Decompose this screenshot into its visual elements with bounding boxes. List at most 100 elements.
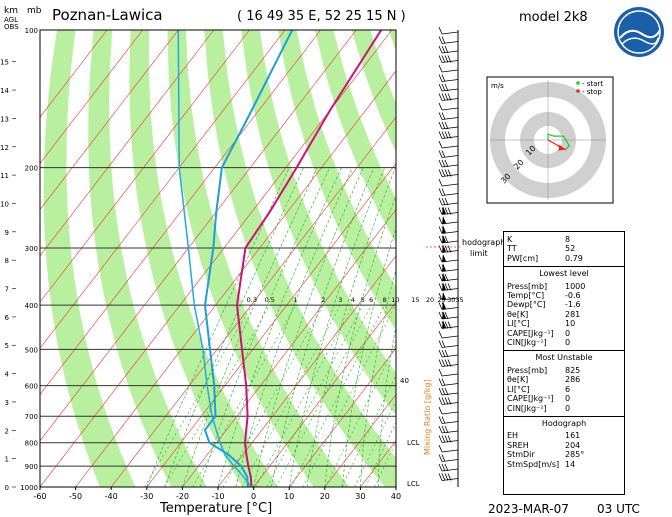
wind-barb-feather [447, 55, 452, 63]
mixing-ratio-lines [144, 304, 396, 487]
wind-barb-staff [441, 221, 459, 225]
most-unstable-title: Most Unstable [535, 353, 593, 363]
wind-barb [438, 273, 459, 282]
most-unstable-row: CAPE[Jkg⁻¹] 0 [507, 394, 621, 403]
lowest-level-label: Temp[°C] [507, 291, 545, 301]
mixing-ratio-line [365, 421, 396, 487]
km-tick-label: 14 [0, 87, 9, 95]
wind-barb-feather [444, 45, 449, 54]
most-unstable-section: Most Unstable Press[mb] 825 θe[K] 286 LI[°C]… [504, 351, 624, 417]
index-row: PW[cm] 0.79 [507, 254, 621, 263]
pressure-tick-label: 600 [25, 383, 38, 391]
lowest-level-label: Press[mb] [507, 281, 548, 291]
km-tick-label: 6 [5, 314, 10, 322]
wind-barb-feather [438, 330, 443, 339]
lowest-level-label: LI[°C] [507, 319, 530, 329]
sounding-curves [177, 30, 383, 487]
mixing-ratio-tick-label: 35 [455, 296, 463, 304]
isotherm-line [40, 30, 286, 349]
wind-barb-pennant [442, 282, 446, 291]
isotherm-line [288, 347, 396, 487]
wind-barb-feather [441, 425, 446, 434]
wind-barb-staff [441, 373, 459, 377]
mixing-ratio-tick-label: 4 [351, 296, 355, 304]
wind-barb-pennant [442, 206, 446, 215]
moist-adiabat [288, 167, 385, 487]
wind-barb-feather [438, 74, 443, 82]
wind-barb-pennant [442, 254, 446, 262]
wind-barb-feather [438, 444, 443, 453]
mixing-ratio-tick-label: 30 [447, 296, 455, 304]
wind-barb [438, 64, 459, 73]
wind-barb-feather [438, 283, 443, 291]
wind-barb [438, 112, 459, 120]
most-unstable-value: 825 [565, 365, 581, 375]
wind-barb [438, 188, 459, 196]
hodograph-legend-start: - start [582, 80, 603, 88]
dry-adiabat-band [43, 30, 136, 487]
wind-barb [438, 282, 459, 291]
mixing-ratio-tick-label: 0.5 [265, 296, 275, 304]
x-tick-label: 40 [391, 492, 401, 501]
wind-barb [438, 330, 459, 339]
mixing-ratio-tick-label: 6 [369, 296, 373, 304]
wind-barb-feather [441, 55, 446, 63]
wind-barb [438, 93, 459, 101]
wind-barb-feather [444, 169, 449, 177]
wind-barb-pennant [442, 311, 446, 319]
wind-barb-feather [447, 435, 452, 443]
wind-barb-pennant [442, 216, 446, 224]
km-unit: km [4, 6, 18, 16]
hodograph-index-label: SREH [507, 440, 529, 450]
wind-barb [438, 444, 459, 453]
wind-barb [438, 159, 459, 168]
wind-barb-feather [441, 349, 446, 358]
wind-barb-feather [438, 235, 443, 244]
wind-barb-feather [441, 36, 446, 44]
index-value-k: 8 [565, 235, 571, 244]
logo [614, 7, 664, 57]
most-unstable-label: θe[K] [507, 375, 529, 385]
pressure-tick-label: 100 [25, 27, 38, 35]
isotherm-line [75, 70, 396, 487]
wind-barb-feather [438, 368, 443, 377]
wind-barb [438, 292, 459, 301]
wind-barb-feather [441, 83, 446, 92]
wind-barb-feather [441, 121, 446, 130]
wind-barb [438, 397, 459, 405]
mixing-ratio-tick-label: 15 [411, 296, 419, 304]
km-tick-label: 8 [5, 257, 9, 265]
lowest-level-label: θe[K] [507, 309, 529, 319]
pressure-tick-label: 300 [25, 245, 38, 253]
wind-barb [438, 45, 459, 54]
mb-unit: mb [27, 6, 42, 16]
wind-barb [438, 416, 459, 424]
wind-barb-pennant [442, 225, 446, 234]
hodograph-index-label: StmDir [507, 450, 535, 460]
mixing-ratio-line [290, 305, 385, 487]
mixing-ratio-tick-label: 20 [426, 296, 434, 304]
wind-barb-feather [438, 197, 443, 206]
lowest-level-row: Press[mb] 1000 [507, 282, 621, 291]
wind-barb-pennant [442, 292, 446, 300]
lowest-level-label: CIN[Jkg⁻¹] [507, 338, 547, 348]
wind-barb [438, 425, 459, 434]
km-tick-label: 5 [5, 342, 9, 350]
wind-barb-feather [444, 473, 449, 481]
lowest-level-value: 0 [565, 338, 571, 348]
wind-barb-staff [441, 69, 459, 73]
km-tick-label: 3 [5, 399, 9, 407]
lowest-level-label: CAPE[Jkg⁻¹] [507, 328, 554, 338]
index-row: TT 52 [507, 244, 621, 253]
most-unstable-label: LI[°C] [507, 384, 530, 394]
wind-barb-feather [441, 387, 446, 396]
wind-barb-feather [438, 292, 443, 301]
index-label-k: K [507, 235, 513, 244]
wind-barb [438, 349, 459, 358]
mixing-ratio-tick-label: 3 [338, 296, 342, 304]
mixing-ratio-tick-label: 5 [361, 296, 365, 304]
wind-barb-feather [444, 273, 449, 282]
isotherm-line [253, 301, 396, 487]
wind-barbs [438, 26, 459, 481]
